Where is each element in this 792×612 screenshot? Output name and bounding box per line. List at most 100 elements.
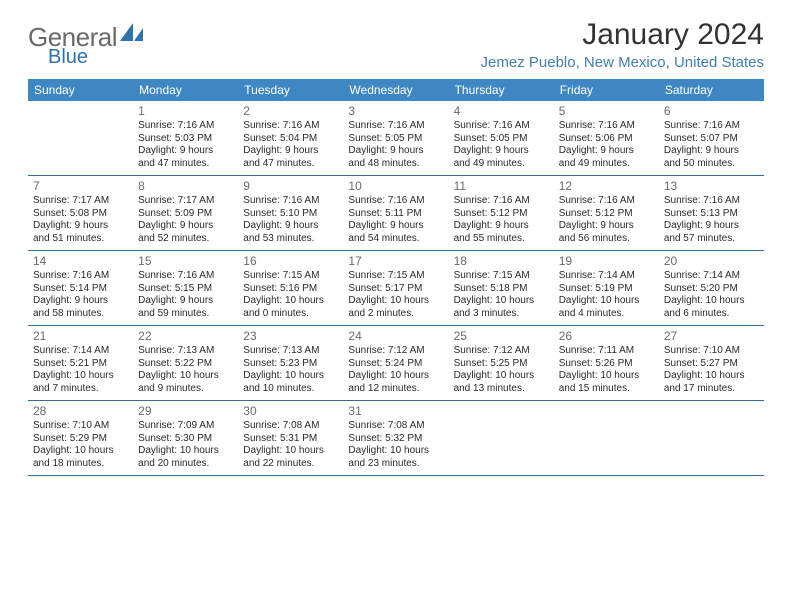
calendar-page: General Blue January 2024 Jemez Pueblo, … bbox=[0, 0, 792, 494]
title-block: January 2024 Jemez Pueblo, New Mexico, U… bbox=[481, 18, 764, 71]
sunrise-text: Sunrise: 7:14 AM bbox=[664, 270, 759, 283]
day-cell: 17Sunrise: 7:15 AMSunset: 5:17 PMDayligh… bbox=[343, 251, 448, 325]
sunset-text: Sunset: 5:20 PM bbox=[664, 283, 759, 296]
day-number: 31 bbox=[348, 404, 443, 419]
sunset-text: Sunset: 5:29 PM bbox=[33, 433, 128, 446]
daylight-text: Daylight: 9 hours bbox=[559, 145, 654, 158]
month-title: January 2024 bbox=[481, 18, 764, 52]
empty-cell bbox=[554, 401, 659, 475]
sunset-text: Sunset: 5:05 PM bbox=[348, 133, 443, 146]
day-number: 8 bbox=[138, 179, 233, 194]
empty-cell bbox=[28, 101, 133, 175]
sunrise-text: Sunrise: 7:09 AM bbox=[138, 420, 233, 433]
daylight-text: Daylight: 10 hours bbox=[33, 445, 128, 458]
sunset-text: Sunset: 5:30 PM bbox=[138, 433, 233, 446]
day-number: 29 bbox=[138, 404, 233, 419]
day-cell: 27Sunrise: 7:10 AMSunset: 5:27 PMDayligh… bbox=[659, 326, 764, 400]
sunset-text: Sunset: 5:12 PM bbox=[559, 208, 654, 221]
daylight-text: Daylight: 10 hours bbox=[664, 295, 759, 308]
day-number: 18 bbox=[454, 254, 549, 269]
sunset-text: Sunset: 5:26 PM bbox=[559, 358, 654, 371]
daylight-text: and 47 minutes. bbox=[138, 158, 233, 171]
day-number: 21 bbox=[33, 329, 128, 344]
day-number: 7 bbox=[33, 179, 128, 194]
week-row: 14Sunrise: 7:16 AMSunset: 5:14 PMDayligh… bbox=[28, 251, 764, 326]
daylight-text: and 20 minutes. bbox=[138, 458, 233, 471]
week-row: 21Sunrise: 7:14 AMSunset: 5:21 PMDayligh… bbox=[28, 326, 764, 401]
sunset-text: Sunset: 5:03 PM bbox=[138, 133, 233, 146]
week-row: 7Sunrise: 7:17 AMSunset: 5:08 PMDaylight… bbox=[28, 176, 764, 251]
day-cell: 8Sunrise: 7:17 AMSunset: 5:09 PMDaylight… bbox=[133, 176, 238, 250]
day-number: 27 bbox=[664, 329, 759, 344]
day-cell: 29Sunrise: 7:09 AMSunset: 5:30 PMDayligh… bbox=[133, 401, 238, 475]
day-cell: 15Sunrise: 7:16 AMSunset: 5:15 PMDayligh… bbox=[133, 251, 238, 325]
dow-thursday: Thursday bbox=[449, 79, 554, 101]
daylight-text: Daylight: 9 hours bbox=[664, 220, 759, 233]
sunset-text: Sunset: 5:18 PM bbox=[454, 283, 549, 296]
brand-sail-icon bbox=[120, 21, 146, 48]
sunrise-text: Sunrise: 7:16 AM bbox=[559, 120, 654, 133]
day-cell: 10Sunrise: 7:16 AMSunset: 5:11 PMDayligh… bbox=[343, 176, 448, 250]
daylight-text: Daylight: 9 hours bbox=[243, 220, 338, 233]
daylight-text: and 4 minutes. bbox=[559, 308, 654, 321]
sunset-text: Sunset: 5:09 PM bbox=[138, 208, 233, 221]
sunrise-text: Sunrise: 7:16 AM bbox=[243, 120, 338, 133]
sunrise-text: Sunrise: 7:16 AM bbox=[243, 195, 338, 208]
day-number: 19 bbox=[559, 254, 654, 269]
day-number: 13 bbox=[664, 179, 759, 194]
daylight-text: and 12 minutes. bbox=[348, 383, 443, 396]
day-cell: 18Sunrise: 7:15 AMSunset: 5:18 PMDayligh… bbox=[449, 251, 554, 325]
day-cell: 25Sunrise: 7:12 AMSunset: 5:25 PMDayligh… bbox=[449, 326, 554, 400]
day-number: 26 bbox=[559, 329, 654, 344]
daylight-text: and 13 minutes. bbox=[454, 383, 549, 396]
day-number: 4 bbox=[454, 104, 549, 119]
dow-monday: Monday bbox=[133, 79, 238, 101]
brand-logo: General Blue bbox=[28, 22, 146, 53]
sunrise-text: Sunrise: 7:08 AM bbox=[243, 420, 338, 433]
daylight-text: and 56 minutes. bbox=[559, 233, 654, 246]
header: General Blue January 2024 Jemez Pueblo, … bbox=[28, 18, 764, 71]
sunrise-text: Sunrise: 7:14 AM bbox=[559, 270, 654, 283]
daylight-text: and 22 minutes. bbox=[243, 458, 338, 471]
sunrise-text: Sunrise: 7:12 AM bbox=[454, 345, 549, 358]
sunset-text: Sunset: 5:16 PM bbox=[243, 283, 338, 296]
day-cell: 2Sunrise: 7:16 AMSunset: 5:04 PMDaylight… bbox=[238, 101, 343, 175]
day-number: 24 bbox=[348, 329, 443, 344]
sunrise-text: Sunrise: 7:17 AM bbox=[138, 195, 233, 208]
sunset-text: Sunset: 5:07 PM bbox=[664, 133, 759, 146]
week-row: 28Sunrise: 7:10 AMSunset: 5:29 PMDayligh… bbox=[28, 401, 764, 476]
sunrise-text: Sunrise: 7:16 AM bbox=[138, 270, 233, 283]
sunset-text: Sunset: 5:21 PM bbox=[33, 358, 128, 371]
daylight-text: and 7 minutes. bbox=[33, 383, 128, 396]
daylight-text: Daylight: 9 hours bbox=[33, 295, 128, 308]
sunrise-text: Sunrise: 7:16 AM bbox=[559, 195, 654, 208]
dow-wednesday: Wednesday bbox=[343, 79, 448, 101]
sunset-text: Sunset: 5:31 PM bbox=[243, 433, 338, 446]
day-cell: 4Sunrise: 7:16 AMSunset: 5:05 PMDaylight… bbox=[449, 101, 554, 175]
day-cell: 6Sunrise: 7:16 AMSunset: 5:07 PMDaylight… bbox=[659, 101, 764, 175]
day-cell: 31Sunrise: 7:08 AMSunset: 5:32 PMDayligh… bbox=[343, 401, 448, 475]
sunrise-text: Sunrise: 7:08 AM bbox=[348, 420, 443, 433]
daylight-text: Daylight: 10 hours bbox=[454, 370, 549, 383]
daylight-text: Daylight: 10 hours bbox=[664, 370, 759, 383]
day-cell: 1Sunrise: 7:16 AMSunset: 5:03 PMDaylight… bbox=[133, 101, 238, 175]
sunrise-text: Sunrise: 7:16 AM bbox=[348, 195, 443, 208]
day-cell: 19Sunrise: 7:14 AMSunset: 5:19 PMDayligh… bbox=[554, 251, 659, 325]
day-cell: 26Sunrise: 7:11 AMSunset: 5:26 PMDayligh… bbox=[554, 326, 659, 400]
day-number: 1 bbox=[138, 104, 233, 119]
day-number: 16 bbox=[243, 254, 338, 269]
day-cell: 7Sunrise: 7:17 AMSunset: 5:08 PMDaylight… bbox=[28, 176, 133, 250]
sunset-text: Sunset: 5:15 PM bbox=[138, 283, 233, 296]
sunrise-text: Sunrise: 7:17 AM bbox=[33, 195, 128, 208]
day-number: 12 bbox=[559, 179, 654, 194]
empty-cell bbox=[659, 401, 764, 475]
daylight-text: Daylight: 10 hours bbox=[138, 445, 233, 458]
daylight-text: and 2 minutes. bbox=[348, 308, 443, 321]
daylight-text: Daylight: 10 hours bbox=[243, 370, 338, 383]
sunset-text: Sunset: 5:32 PM bbox=[348, 433, 443, 446]
sunset-text: Sunset: 5:11 PM bbox=[348, 208, 443, 221]
daylight-text: Daylight: 9 hours bbox=[664, 145, 759, 158]
sunrise-text: Sunrise: 7:16 AM bbox=[454, 195, 549, 208]
daylight-text: Daylight: 9 hours bbox=[559, 220, 654, 233]
sunset-text: Sunset: 5:13 PM bbox=[664, 208, 759, 221]
